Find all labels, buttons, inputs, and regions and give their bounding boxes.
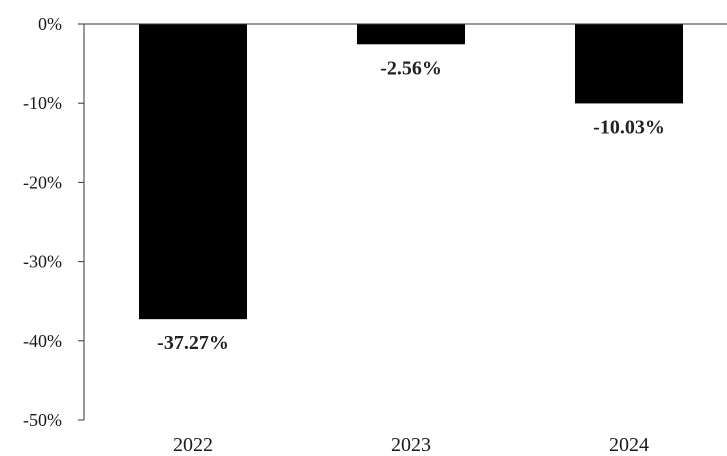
y-tick-label: -30%: [23, 252, 62, 272]
y-tick-label: -10%: [23, 93, 62, 113]
bars-group: -37.27% -2.56% -10.03%: [139, 24, 683, 354]
x-category-label: 2023: [391, 434, 431, 456]
data-label-2024: -10.03%: [593, 116, 665, 138]
y-tick-label: -20%: [23, 172, 62, 192]
x-category-label: 2024: [609, 434, 649, 456]
bar-2024: [575, 24, 683, 104]
y-tick-label: 0%: [38, 14, 62, 34]
data-label-2022: -37.27%: [157, 332, 229, 354]
y-axis: 0% -10% -20% -30% -40% -50%: [23, 14, 85, 430]
x-axis: 2022 2023 2024: [84, 23, 727, 456]
bar-2022: [139, 24, 247, 320]
data-label-2023: -2.56%: [380, 57, 442, 79]
y-tick-label: -50%: [23, 410, 62, 430]
x-category-label: 2022: [173, 434, 213, 456]
bar-2023: [357, 24, 465, 45]
y-tick-label: -40%: [23, 331, 62, 351]
